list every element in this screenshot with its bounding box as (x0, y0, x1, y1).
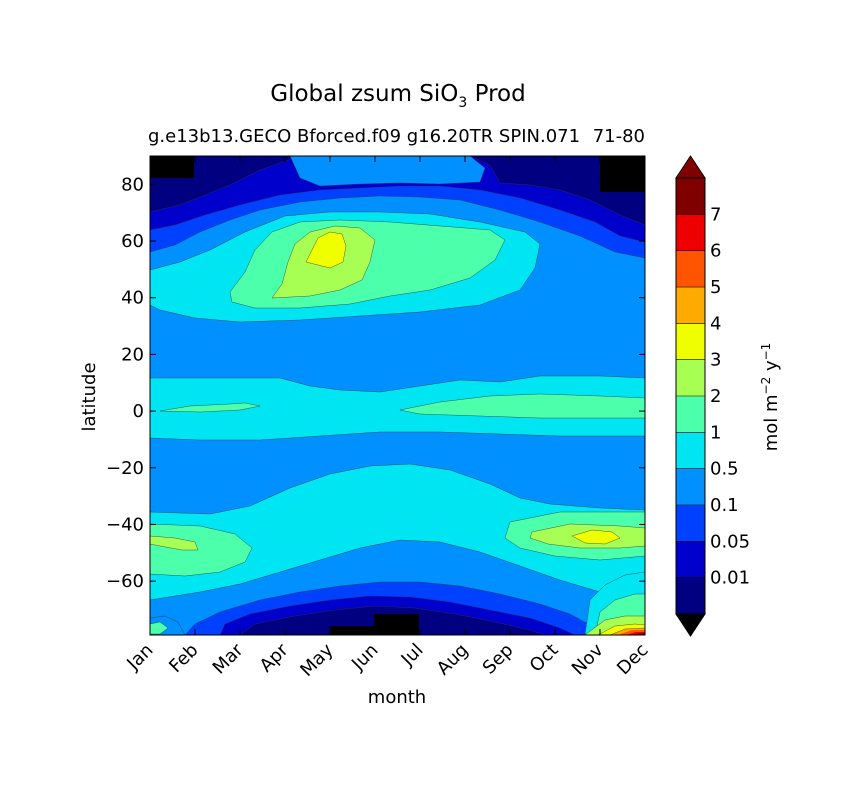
x-tick-label: Sep (479, 640, 518, 679)
colorbar-level-label: 6 (710, 241, 721, 262)
x-tick-label: Jun (347, 640, 382, 675)
colorbar-segment (676, 396, 705, 433)
colorbar: 0.01 0.05 0.1 0.5 1 2 3 4 5 6 7 (675, 155, 750, 637)
x-tick-label: Apr (256, 639, 293, 676)
colorbar-unit-mid: y (761, 360, 782, 377)
x-tick-label: Jan (122, 640, 157, 675)
colorbar-segment (676, 577, 705, 615)
x-tick-label: Oct (526, 640, 563, 677)
contour-band-north-3 (305, 231, 347, 269)
colorbar-segment (676, 432, 705, 470)
colorbar-segment (676, 323, 705, 361)
x-tick-label: Nov (568, 639, 608, 679)
colorbar-unit-exp2: −1 (759, 343, 773, 361)
x-tick-label: Jul (397, 640, 428, 671)
chart-title-main: Global zsum SiO (270, 81, 458, 107)
colorbar-segment (676, 287, 705, 324)
x-tick-label: Feb (165, 640, 202, 677)
plot-frame (149, 155, 646, 636)
y-tick-label: 0 (133, 401, 144, 422)
colorbar-level-label: 2 (710, 386, 721, 407)
colorbar-unit-label: mol m−2 y−1 (759, 343, 782, 452)
contour-band-north-below-0-01 (150, 156, 645, 226)
y-tick-label: −60 (106, 571, 144, 592)
y-axis: 80 60 40 20 0 −20 −40 −60 (106, 174, 645, 592)
x-tick-label: Dec (613, 640, 652, 679)
y-tick-label: −40 (106, 514, 144, 535)
colorbar-under-triangle (675, 613, 706, 637)
colorbar-segment (676, 541, 705, 579)
contour-band-sw-highlight (150, 621, 169, 635)
x-tick-label: Mar (209, 639, 248, 678)
contour-band-equatorial-1-east (399, 393, 645, 419)
contour-below-min-south-1 (330, 626, 375, 635)
colorbar-level-label: 0.1 (710, 495, 739, 516)
contour-band-equatorial-0-5 (150, 375, 645, 441)
colorbar-segment (676, 250, 705, 288)
y-tick-label: 80 (121, 174, 144, 195)
contour-band-north-0-1-tongue (289, 156, 486, 187)
contour-band-south-2-west (150, 535, 199, 551)
contour-below-min-nw (150, 156, 194, 178)
colorbar-level-label: 1 (710, 422, 721, 443)
y-tick-label: −20 (106, 458, 144, 479)
colorbar-segment (676, 359, 705, 397)
colorbar-level-label: 4 (710, 313, 721, 334)
colorbar-level-label: 7 (710, 204, 721, 225)
chart-title-subscript: 3 (458, 95, 467, 111)
colorbar-segment (676, 468, 705, 506)
contour-below-min-ne (600, 156, 645, 192)
x-axis-label: month (368, 687, 426, 708)
contour-band-equatorial-1-west (159, 402, 261, 413)
x-tick-label: May (296, 639, 337, 680)
colorbar-unit-exp1: −2 (759, 377, 773, 395)
y-tick-label: 40 (121, 288, 144, 309)
colorbar-level-label: 0.01 (710, 568, 750, 589)
y-tick-label: 20 (121, 344, 144, 365)
chart-title: Global zsum SiO3 Prod (270, 81, 525, 111)
y-axis-label: latitude (79, 362, 100, 431)
colorbar-segment (676, 214, 705, 252)
colorbar-segment (676, 178, 705, 215)
colorbar-over-triangle (675, 155, 706, 179)
contour-plot (150, 156, 645, 635)
colorbar-level-label: 5 (710, 277, 721, 298)
chart-title-tail: Prod (467, 81, 525, 107)
contour-band-south-3-east (571, 529, 621, 545)
colorbar-segment (676, 505, 705, 542)
contour-band-south-1-west (150, 523, 253, 577)
case-label: g.e13b13.GECO Bforced.f09 g16.20TR SPIN.… (148, 126, 580, 147)
colorbar-level-label: 3 (710, 350, 721, 371)
colorbar-unit-prefix: mol m (761, 394, 782, 451)
contour-below-min-south-2 (374, 614, 419, 635)
colorbar-level-label: 0.5 (710, 459, 739, 480)
y-tick-label: 60 (121, 231, 144, 252)
x-tick-label: Aug (433, 640, 473, 680)
colorbar-level-label: 0.05 (710, 531, 750, 552)
years-label: 71-80 (593, 126, 645, 147)
